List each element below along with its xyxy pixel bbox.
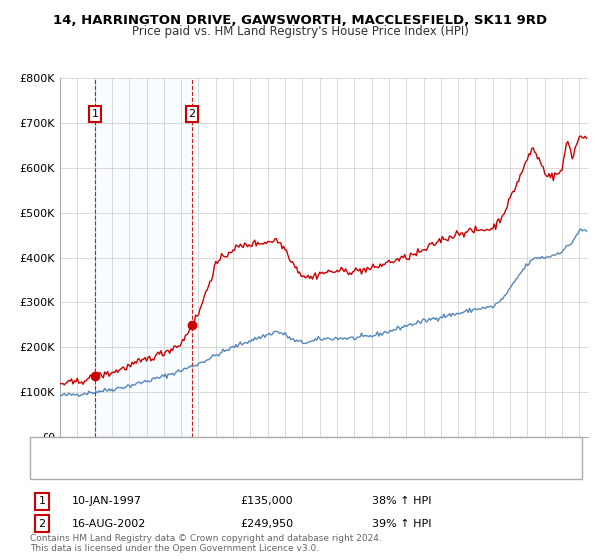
Text: Price paid vs. HM Land Registry's House Price Index (HPI): Price paid vs. HM Land Registry's House …: [131, 25, 469, 38]
Text: 14, HARRINGTON DRIVE, GAWSWORTH, MACCLESFIELD, SK11 9RD (detached house): 14, HARRINGTON DRIVE, GAWSWORTH, MACCLES…: [87, 444, 527, 454]
Text: 39% ↑ HPI: 39% ↑ HPI: [372, 519, 431, 529]
Text: 1: 1: [92, 109, 98, 119]
Text: 10-JAN-1997: 10-JAN-1997: [72, 496, 142, 506]
Text: Contains HM Land Registry data © Crown copyright and database right 2024.
This d: Contains HM Land Registry data © Crown c…: [30, 534, 382, 553]
Text: 14, HARRINGTON DRIVE, GAWSWORTH, MACCLESFIELD, SK11 9RD: 14, HARRINGTON DRIVE, GAWSWORTH, MACCLES…: [53, 14, 547, 27]
Text: 38% ↑ HPI: 38% ↑ HPI: [372, 496, 431, 506]
Text: £135,000: £135,000: [240, 496, 293, 506]
Text: 2: 2: [188, 109, 196, 119]
Text: HPI: Average price, detached house, Cheshire East: HPI: Average price, detached house, Ches…: [87, 462, 352, 472]
Text: 2: 2: [38, 519, 46, 529]
Text: £249,950: £249,950: [240, 519, 293, 529]
Bar: [95, 78, 192, 437]
Text: 16-AUG-2002: 16-AUG-2002: [72, 519, 146, 529]
Text: 1: 1: [38, 496, 46, 506]
